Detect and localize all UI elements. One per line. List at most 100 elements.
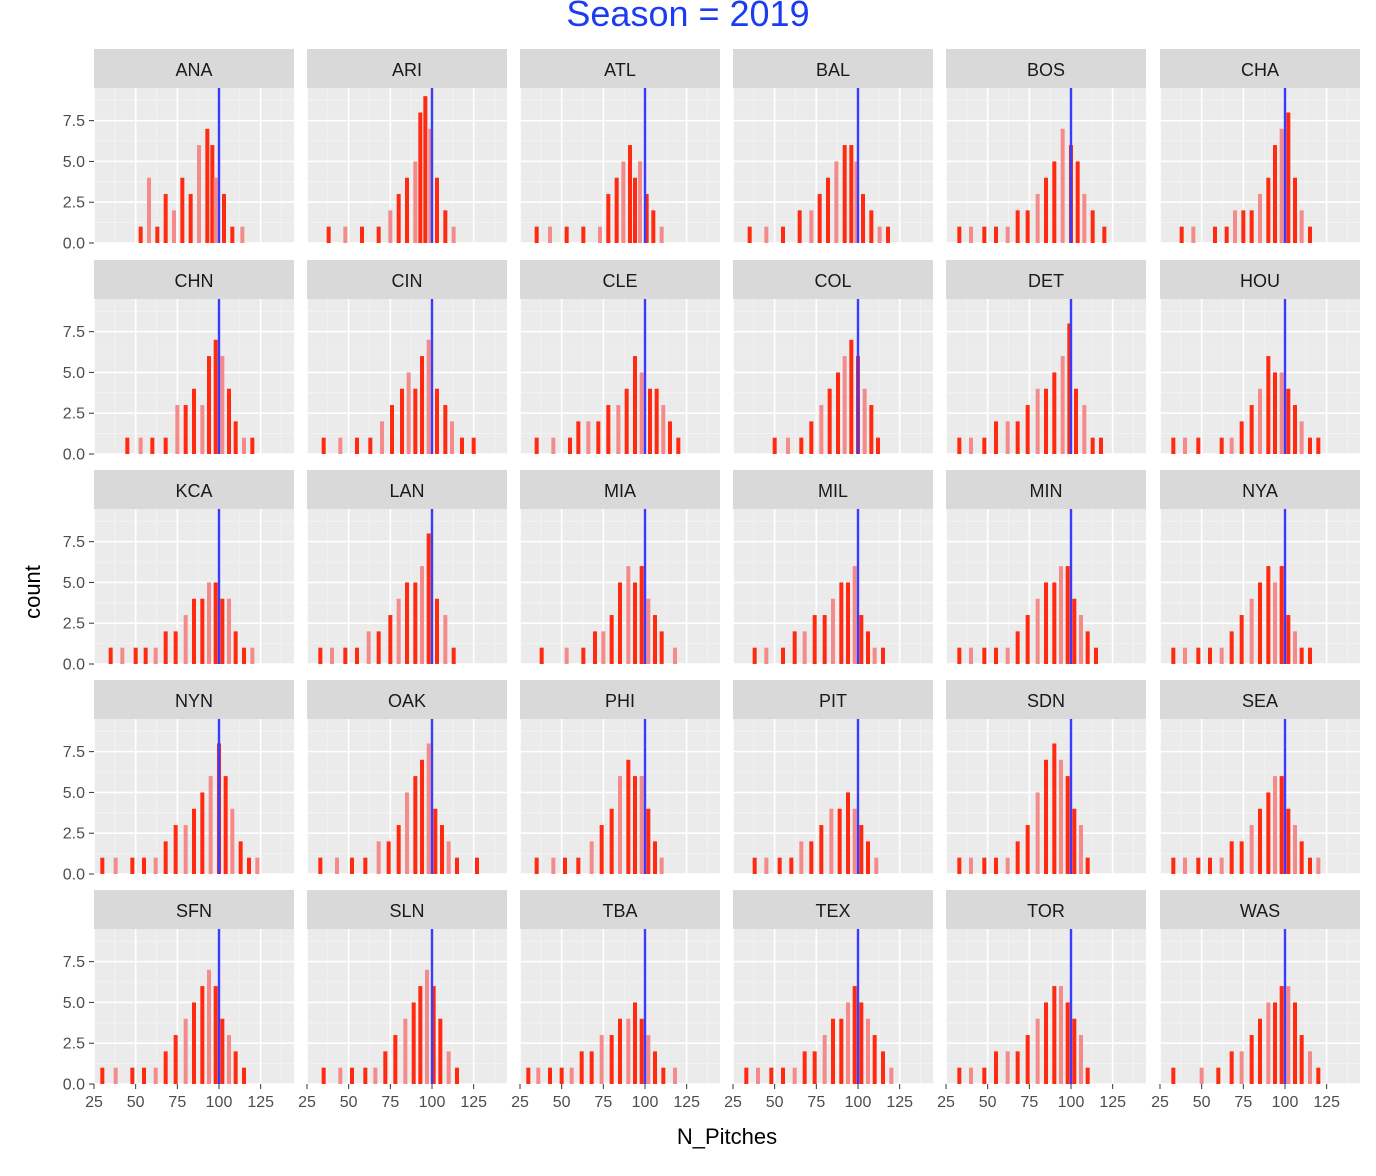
histogram-bar — [826, 177, 830, 243]
histogram-bar — [183, 1018, 188, 1084]
histogram-bar — [338, 437, 343, 454]
histogram-bar — [376, 631, 381, 664]
facet-panel-atl: ATL — [519, 49, 720, 244]
histogram-bar — [1286, 388, 1291, 454]
facet-strip — [520, 680, 720, 719]
histogram-bar — [659, 226, 664, 243]
histogram-bar — [1213, 226, 1217, 243]
x-tick-label: 50 — [1193, 1094, 1211, 1111]
histogram-bar — [589, 841, 594, 874]
facet-panel-ana: ANA — [93, 49, 294, 244]
histogram-bar — [648, 388, 652, 454]
histogram-bar — [1266, 566, 1271, 664]
histogram-bar — [1316, 437, 1321, 454]
histogram-bar — [240, 226, 245, 243]
histogram-bar — [644, 194, 649, 243]
x-tick-label: 100 — [1272, 1094, 1299, 1111]
histogram-bar — [849, 339, 854, 454]
histogram-bar — [475, 857, 479, 874]
histogram-bar — [626, 759, 631, 874]
histogram-bar — [433, 808, 438, 874]
histogram-bar — [1286, 112, 1291, 243]
histogram-bar — [809, 210, 814, 243]
histogram-bar — [192, 808, 196, 874]
histogram-bar — [230, 226, 235, 243]
histogram-bar — [1196, 647, 1201, 664]
histogram-bar — [668, 421, 672, 454]
histogram-bar — [764, 857, 769, 874]
histogram-bar — [188, 194, 193, 243]
x-tick-label: 100 — [1058, 1094, 1085, 1111]
histogram-bar — [183, 615, 188, 664]
histogram-bar — [413, 582, 418, 664]
facet-panel-mil: MIL — [732, 470, 933, 665]
histogram-bar — [609, 1035, 614, 1084]
histogram-bar — [661, 405, 666, 454]
histogram-bar — [1085, 1067, 1090, 1084]
histogram-bar — [534, 857, 539, 874]
histogram-bar — [876, 437, 880, 454]
facet-panel-was: WAS — [1159, 890, 1360, 1085]
histogram-bar — [673, 1067, 677, 1084]
histogram-bar — [886, 226, 890, 243]
histogram-bar — [420, 566, 424, 664]
histogram-bar — [183, 825, 188, 874]
facet-strip — [520, 470, 720, 509]
histogram-bar — [1293, 825, 1297, 874]
histogram-bar — [338, 1067, 343, 1084]
histogram-bar — [1082, 405, 1087, 454]
histogram-bar — [969, 857, 973, 874]
histogram-bar — [435, 177, 439, 243]
histogram-bar — [756, 1067, 760, 1084]
histogram-bar — [579, 1051, 584, 1084]
histogram-bar — [548, 226, 552, 243]
histogram-bar — [874, 857, 879, 874]
facet-panel-tba: TBA — [519, 890, 720, 1085]
histogram-bar — [208, 776, 213, 874]
y-tick-label: 2.5 — [63, 616, 85, 633]
x-tick-label: 25 — [937, 1094, 955, 1111]
facet-strip-label: MIA — [604, 481, 636, 501]
histogram-bar — [1085, 857, 1090, 874]
histogram-bar — [1219, 437, 1224, 454]
histogram-bar — [425, 969, 429, 1084]
histogram-bar — [576, 857, 581, 874]
histogram-bar — [866, 1018, 870, 1084]
histogram-bar — [1249, 1035, 1254, 1084]
histogram-bar — [789, 857, 794, 874]
x-tick-label: 75 — [1020, 1094, 1038, 1111]
facet-strip — [307, 890, 507, 929]
histogram-bar — [403, 1018, 408, 1084]
histogram-bar — [205, 128, 210, 243]
histogram-bar — [1286, 808, 1291, 874]
y-tick-label: 0.0 — [63, 236, 85, 253]
histogram-bar — [396, 194, 401, 243]
histogram-bar — [207, 969, 211, 1084]
histogram-bar — [213, 582, 218, 664]
histogram-bar — [130, 1067, 135, 1084]
facet-strip — [1160, 680, 1360, 719]
histogram-bar — [1216, 1067, 1221, 1084]
histogram-bar — [1035, 1018, 1040, 1084]
x-tick-label: 75 — [381, 1094, 399, 1111]
facet-strip-label: DET — [1028, 271, 1064, 291]
histogram-bar — [1293, 1002, 1297, 1084]
histogram-bar — [889, 1067, 894, 1084]
histogram-bar — [233, 421, 238, 454]
histogram-bar — [163, 631, 168, 664]
histogram-bar — [1052, 986, 1057, 1084]
histogram-bar — [1286, 615, 1291, 664]
x-tick-label: 125 — [886, 1094, 913, 1111]
histogram-bar — [639, 566, 644, 664]
histogram-bar — [423, 96, 428, 243]
histogram-bar — [173, 825, 178, 874]
facet-strip — [1160, 260, 1360, 299]
histogram-bar — [250, 437, 255, 454]
facet-panel-phi: PHI — [519, 680, 720, 875]
histogram-bar — [113, 1067, 118, 1084]
histogram-bar — [108, 647, 113, 664]
histogram-bar — [163, 1051, 168, 1084]
facet-strip — [307, 49, 507, 88]
facet-strip — [520, 890, 720, 929]
histogram-bar — [405, 792, 409, 874]
